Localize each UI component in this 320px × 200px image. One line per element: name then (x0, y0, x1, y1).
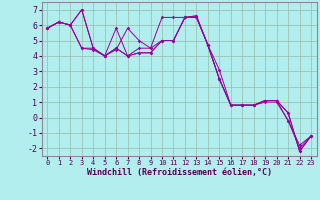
X-axis label: Windchill (Refroidissement éolien,°C): Windchill (Refroidissement éolien,°C) (87, 168, 272, 177)
